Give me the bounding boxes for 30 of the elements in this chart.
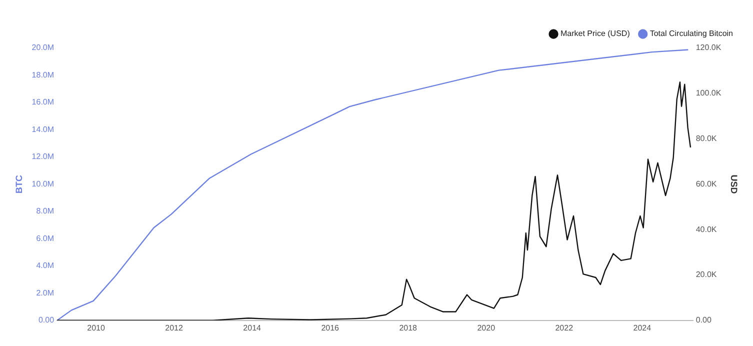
y-tick-label: 8.0M xyxy=(36,206,54,216)
x-tick-label: 2016 xyxy=(321,323,340,332)
x-tick-label: 2018 xyxy=(399,323,418,332)
x-tick-label: 2014 xyxy=(243,323,262,332)
y2-tick-label: 120.0K xyxy=(696,43,722,52)
y-tick-label: 20.0M xyxy=(32,43,54,52)
y-axis-title: BTC xyxy=(14,174,24,194)
x-tick-label: 2024 xyxy=(633,323,652,332)
y2-tick-label: 20.0K xyxy=(696,270,718,280)
y2-tick-label: 60.0K xyxy=(696,179,718,188)
x-tick-label: 2010 xyxy=(87,323,106,332)
y-tick-label: 6.0M xyxy=(36,234,54,243)
x-tick-label: 2012 xyxy=(165,323,184,332)
x-tick-label: 2022 xyxy=(555,323,574,332)
legend-label: Market Price (USD) xyxy=(560,29,630,38)
y2-tick-label: 100.0K xyxy=(696,88,722,98)
y-tick-label: 14.0M xyxy=(32,124,54,134)
y2-tick-label: 40.0K xyxy=(696,224,718,234)
x-tick-label: 2020 xyxy=(477,323,496,332)
y-tick-label: 0.00 xyxy=(38,316,55,325)
y-tick-label: 4.0M xyxy=(36,261,54,270)
y-tick-label: 10.0M xyxy=(32,179,54,188)
legend-label: Total Circulating Bitcoin xyxy=(650,29,734,38)
y-tick-label: 12.0M xyxy=(32,152,54,162)
y2-tick-label: 0.00 xyxy=(696,316,712,325)
y2-tick-label: 80.0K xyxy=(696,134,718,144)
y-tick-label: 2.0M xyxy=(36,288,54,298)
y2-axis-title: USD xyxy=(729,174,740,194)
y-tick-label: 16.0M xyxy=(32,98,54,107)
y-tick-label: 18.0M xyxy=(32,70,54,80)
